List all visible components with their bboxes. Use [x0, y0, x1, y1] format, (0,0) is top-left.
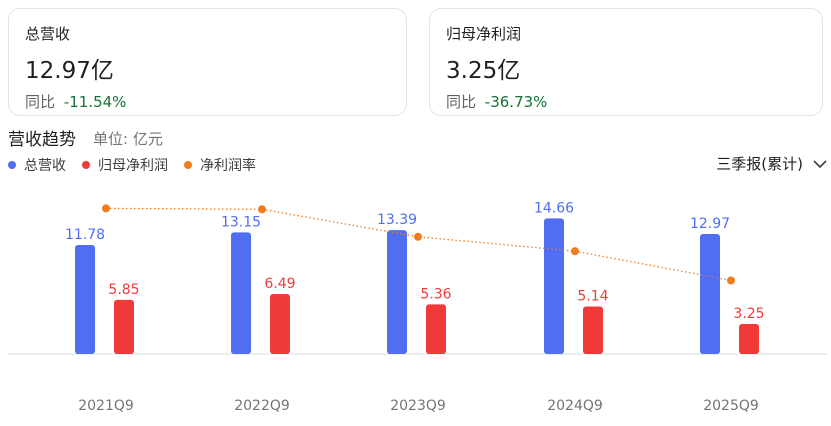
legend-item-net-profit[interactable]: 归母净利润 [82, 155, 168, 175]
legend-label-net-profit: 归母净利润 [98, 158, 168, 174]
revenue-bar [700, 234, 720, 354]
net-profit-card-yoy: 同比 -36.73% [446, 91, 806, 112]
net-profit-bar [270, 293, 290, 354]
net-profit-data-label: 5.36 [420, 286, 451, 302]
x-tick-label: 2021Q9 [78, 398, 134, 414]
period-dropdown[interactable]: 三季报(累计) [716, 153, 827, 174]
legend-item-net-margin[interactable]: 净利润率 [184, 155, 256, 175]
revenue-bar [387, 230, 407, 354]
net-margin-point [258, 205, 266, 214]
legend-dot-revenue-icon [8, 161, 16, 169]
revenue-yoy-label: 同比 [25, 93, 56, 111]
net-profit-card-value: 3.25亿 [446, 58, 521, 84]
net-margin-line [105, 207, 732, 282]
net-profit-bar [739, 323, 759, 354]
revenue-card-value: 12.97亿 [25, 58, 114, 84]
x-tick-label: 2022Q9 [234, 398, 290, 414]
legend-dot-net-margin-icon [184, 161, 192, 169]
revenue-data-label: 13.15 [221, 214, 261, 230]
net-profit-bar [426, 304, 446, 354]
net-profit-yoy-label: 同比 [446, 93, 477, 111]
x-tick-label: 2024Q9 [547, 398, 603, 414]
revenue-data-label: 12.97 [690, 216, 730, 232]
net-profit-yoy-value: -36.73% [484, 93, 548, 111]
chart-legend: 总营收 归母净利润 净利润率 [8, 155, 256, 175]
revenue-card-yoy: 同比 -11.54% [25, 91, 390, 112]
net-profit-data-label: 5.14 [577, 288, 608, 304]
unit-label: 单位: 亿元 [93, 130, 163, 148]
legend-label-net-margin: 净利润率 [200, 158, 256, 174]
revenue-bar [231, 232, 251, 354]
revenue-data-label: 13.39 [377, 212, 417, 228]
revenue-data-label: 14.66 [534, 200, 574, 216]
revenue-card-label: 总营收 [25, 25, 71, 43]
net-margin-point [414, 232, 422, 241]
revenue-data-label: 11.78 [65, 227, 105, 243]
legend-item-revenue[interactable]: 总营收 [8, 155, 66, 175]
net-margin-point [102, 204, 110, 213]
legend-dot-net-profit-icon [82, 161, 90, 169]
net-profit-data-label: 6.49 [264, 276, 295, 292]
revenue-yoy-value: -11.54% [63, 93, 127, 111]
x-tick-label: 2023Q9 [390, 398, 446, 414]
legend-label-revenue: 总营收 [24, 158, 66, 174]
x-tick-label: 2025Q9 [703, 398, 759, 414]
revenue-bar [544, 218, 564, 354]
net-profit-data-label: 3.25 [733, 306, 764, 322]
section-title: 营收趋势 [8, 130, 76, 150]
revenue-card: 总营收 12.97亿 同比 -11.54% [8, 8, 407, 116]
net-profit-data-label: 5.85 [108, 282, 139, 298]
net-profit-card: 归母净利润 3.25亿 同比 -36.73% [429, 8, 823, 116]
period-dropdown-label: 三季报(累计) [716, 155, 803, 173]
net-profit-bar [114, 299, 134, 354]
net-profit-card-label: 归母净利润 [446, 25, 522, 43]
revenue-bar [75, 245, 95, 354]
net-margin-point [727, 276, 735, 285]
net-profit-bar [583, 306, 603, 354]
net-margin-point [571, 247, 579, 256]
chevron-down-icon [813, 155, 827, 173]
